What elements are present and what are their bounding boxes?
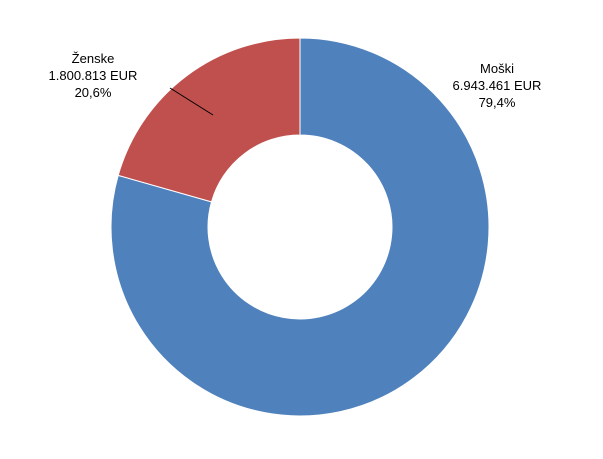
slice-label-percent-zenske: 20,6% xyxy=(75,85,112,100)
slice-label-value-zenske: 1.800.813 EUR xyxy=(49,68,138,83)
label-group-moski: Moški 6.943.461 EUR 79,4% xyxy=(453,61,542,110)
label-group-zenske: Ženske 1.800.813 EUR 20,6% xyxy=(49,51,138,100)
slice-label-value-moski: 6.943.461 EUR xyxy=(453,78,542,93)
slice-label-name-moski: Moški xyxy=(480,61,514,76)
slice-zenske xyxy=(117,37,301,203)
leader-line-zenske xyxy=(169,87,214,116)
slice-label-name-zenske: Ženske xyxy=(72,51,115,66)
chart-slices xyxy=(110,37,490,417)
slice-moski xyxy=(110,37,490,417)
slice-label-percent-moski: 79,4% xyxy=(479,95,516,110)
